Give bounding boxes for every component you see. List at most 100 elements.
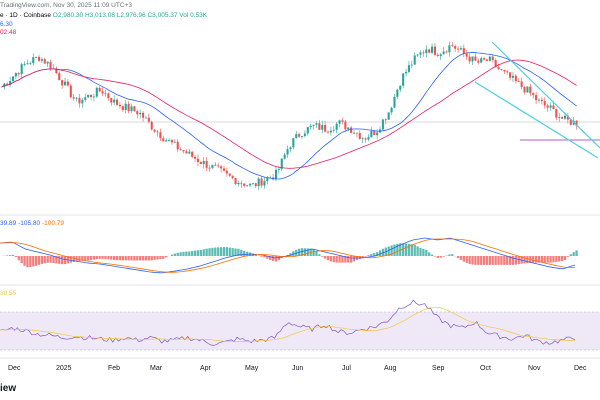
candle-body (517, 81, 520, 82)
candle-body (283, 154, 286, 159)
macd-hist-bar (500, 256, 503, 265)
macd-line (0, 237, 576, 274)
macd-hist-bar (428, 252, 431, 256)
macd-hist-bar (141, 256, 145, 261)
candle-body (61, 80, 64, 86)
macd-signal-value: -105.80 (18, 220, 41, 227)
candle-body (20, 64, 23, 75)
macd-hist-bar (254, 254, 257, 256)
candle-body (40, 59, 43, 61)
ohlc-readout: e · 1D · Coinbase O2,980.30 H3,013.08 L2… (0, 12, 207, 19)
ma-slow-line (1, 59, 577, 169)
macd-hist-bar (136, 256, 139, 261)
macd-hist-bar (439, 256, 442, 258)
candle-body (445, 51, 448, 53)
candle-body (254, 183, 257, 187)
candle-body (488, 56, 491, 61)
ohlc-volume: Vol 0.53K (179, 12, 208, 19)
candle-body (87, 94, 90, 98)
macd-hist-bar (98, 256, 101, 259)
published-label: TradingView.com, Nov 30, 2025 11:09 UTC+… (0, 2, 132, 9)
candle-body (399, 85, 402, 90)
candle-body (14, 73, 17, 77)
macd-hist-bar (468, 256, 471, 264)
candle-body (159, 132, 162, 139)
macd-hist-bar (43, 256, 46, 264)
brand-wordmark: iew (0, 383, 17, 394)
candle-body (127, 103, 130, 112)
candle-body (153, 129, 156, 132)
macd-hist-bar (514, 256, 518, 265)
candle-body (104, 93, 107, 95)
candle-body (32, 57, 35, 64)
candle-body (124, 103, 127, 111)
candle-body (506, 71, 509, 73)
rsi-readout: 30.55 (0, 290, 17, 297)
macd-hist-bar (508, 256, 512, 265)
candle-body (563, 115, 567, 119)
candle-body (341, 120, 344, 122)
macd-hist-bar (480, 256, 483, 265)
macd-hist-bar (115, 256, 119, 261)
macd-hist-bar (234, 248, 237, 256)
candle-body (89, 94, 93, 97)
macd-hist-bar (404, 243, 408, 256)
candle-body (205, 160, 208, 168)
candle-body (465, 53, 468, 57)
macd-hist-bar (46, 256, 49, 263)
x-tick-label: Dec (574, 365, 587, 372)
candle-body (561, 117, 564, 119)
macd-hist-bar (534, 256, 538, 263)
candle-body (549, 105, 552, 108)
macd-value: 39.89 (0, 220, 17, 227)
macd-hist-bar (303, 248, 307, 256)
macd-hist-bar (69, 256, 72, 263)
macd-hist-value: -100.79 (41, 220, 64, 227)
macd-hist-bar (237, 248, 240, 256)
candle-body (246, 185, 249, 187)
macd-hist-bar (17, 256, 20, 261)
macd-hist-bar (381, 248, 385, 256)
candle-body (295, 134, 298, 139)
macd-signal-line (0, 238, 576, 273)
macd-hist-bar (390, 245, 393, 256)
macd-hist-bar (416, 246, 419, 256)
macd-hist-bar (274, 256, 278, 262)
macd-hist-bar (456, 256, 460, 259)
candle-body (188, 151, 191, 154)
macd-hist-bar (569, 254, 572, 256)
candle-body (165, 140, 168, 142)
candle-body (237, 182, 240, 185)
ma-fast-line (1, 51, 577, 180)
macd-hist-bar (364, 256, 367, 257)
ohlc-high: H3,013.08 (84, 12, 115, 19)
candle-body (350, 127, 353, 133)
macd-hist-bar (370, 253, 373, 256)
macd-hist-bar (552, 256, 555, 263)
candle-body (136, 111, 139, 115)
candle-body (144, 117, 147, 119)
candle-body (179, 149, 182, 151)
x-tick-label: 2025 (56, 365, 72, 372)
macd-hist-bar (110, 256, 113, 260)
macd-hist-bar (396, 243, 399, 256)
macd-hist-bar (49, 256, 52, 263)
candle-body (66, 81, 69, 86)
candle-body (266, 177, 269, 182)
macd-hist-bar (402, 243, 405, 256)
candle-body (101, 91, 104, 94)
candle-body (286, 149, 289, 155)
macd-hist-bar (540, 256, 544, 263)
candle-body (156, 131, 159, 133)
macd-hist-bar (231, 248, 234, 256)
candle-body (92, 96, 95, 98)
candle-body (393, 96, 396, 108)
candle-body (338, 120, 341, 124)
candle-body (147, 117, 150, 122)
candle-body (416, 54, 419, 56)
macd-hist-bar (566, 256, 570, 257)
candle-body (503, 70, 506, 72)
candle-body (352, 132, 356, 134)
macd-hist-bar (63, 256, 67, 265)
macd-hist-bar (72, 256, 75, 263)
